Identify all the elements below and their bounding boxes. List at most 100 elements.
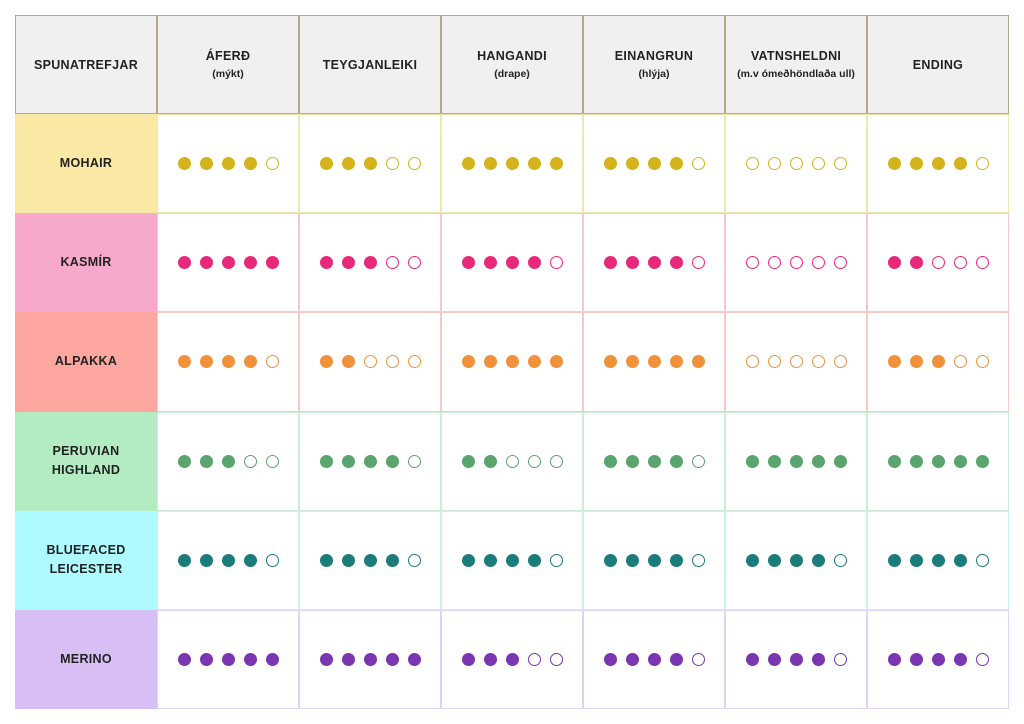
filled-dot-icon — [385, 653, 399, 667]
rating-dots — [745, 653, 847, 667]
filled-dot-icon — [505, 553, 519, 567]
empty-dot-icon — [527, 454, 541, 468]
rating-cell — [441, 610, 583, 710]
filled-dot-icon — [221, 454, 235, 468]
header-col-elasticity: TEYGJANLEIKI — [299, 15, 441, 114]
filled-dot-icon — [669, 553, 683, 567]
empty-dot-icon — [549, 454, 563, 468]
filled-dot-icon — [647, 454, 661, 468]
filled-dot-icon — [243, 157, 257, 171]
rating-dots — [177, 256, 279, 270]
filled-dot-icon — [909, 454, 923, 468]
header-col-durability: ENDING — [867, 15, 1009, 114]
rating-dots — [745, 553, 847, 567]
empty-dot-icon — [767, 355, 781, 369]
filled-dot-icon — [461, 256, 475, 270]
fiber-name: MOHAIR — [59, 156, 113, 171]
fiber-label-cell: PERUVIAN HIGHLAND — [15, 411, 157, 511]
empty-dot-icon — [811, 355, 825, 369]
filled-dot-icon — [341, 355, 355, 369]
filled-dot-icon — [199, 256, 213, 270]
filled-dot-icon — [363, 256, 377, 270]
fiber-comparison-table: SPUNATREFJAR ÁFERÐ (mýkt) TEYGJANLEIKI H… — [15, 15, 1009, 710]
filled-dot-icon — [461, 454, 475, 468]
filled-dot-icon — [789, 553, 803, 567]
filled-dot-icon — [767, 454, 781, 468]
empty-dot-icon — [745, 355, 759, 369]
rating-dots — [745, 256, 847, 270]
rating-cell — [441, 312, 583, 412]
filled-dot-icon — [385, 454, 399, 468]
empty-dot-icon — [789, 256, 803, 270]
empty-dot-icon — [363, 355, 377, 369]
filled-dot-icon — [265, 653, 279, 667]
fiber-label-cell: ALPAKKA — [15, 312, 157, 412]
empty-dot-icon — [691, 256, 705, 270]
filled-dot-icon — [363, 653, 377, 667]
filled-dot-icon — [647, 256, 661, 270]
filled-dot-icon — [221, 653, 235, 667]
empty-dot-icon — [385, 355, 399, 369]
filled-dot-icon — [887, 157, 901, 171]
rating-dots — [461, 157, 563, 171]
filled-dot-icon — [341, 454, 355, 468]
rating-dots — [745, 157, 847, 171]
empty-dot-icon — [833, 553, 847, 567]
header-corner-label: SPUNATREFJAR — [33, 57, 139, 72]
filled-dot-icon — [505, 355, 519, 369]
filled-dot-icon — [909, 355, 923, 369]
filled-dot-icon — [243, 553, 257, 567]
rating-dots — [887, 355, 989, 369]
header-col-sub: (hlýja) — [638, 68, 670, 80]
rating-cell — [157, 411, 299, 511]
empty-dot-icon — [833, 157, 847, 171]
filled-dot-icon — [647, 355, 661, 369]
rating-cell — [299, 213, 441, 313]
header-col-title: ENDING — [912, 57, 964, 72]
rating-cell — [299, 312, 441, 412]
filled-dot-icon — [385, 553, 399, 567]
rating-dots — [603, 653, 705, 667]
filled-dot-icon — [199, 157, 213, 171]
fiber-label-cell: MERINO — [15, 610, 157, 710]
rating-cell — [583, 312, 725, 412]
rating-cell — [725, 114, 867, 214]
fiber-label-cell: BLUEFACED LEICESTER — [15, 510, 157, 610]
filled-dot-icon — [221, 256, 235, 270]
rating-cell — [867, 312, 1009, 412]
rating-dots — [177, 653, 279, 667]
filled-dot-icon — [407, 653, 421, 667]
rating-dots — [319, 553, 421, 567]
filled-dot-icon — [177, 256, 191, 270]
filled-dot-icon — [647, 653, 661, 667]
rating-cell — [725, 213, 867, 313]
filled-dot-icon — [319, 653, 333, 667]
empty-dot-icon — [691, 157, 705, 171]
filled-dot-icon — [931, 653, 945, 667]
rating-cell — [299, 411, 441, 511]
filled-dot-icon — [221, 553, 235, 567]
rating-dots — [745, 454, 847, 468]
filled-dot-icon — [243, 256, 257, 270]
filled-dot-icon — [319, 454, 333, 468]
empty-dot-icon — [789, 355, 803, 369]
rating-dots — [603, 355, 705, 369]
rating-dots — [887, 157, 989, 171]
empty-dot-icon — [549, 256, 563, 270]
header-row: SPUNATREFJAR ÁFERÐ (mýkt) TEYGJANLEIKI H… — [15, 15, 1009, 114]
rating-cell — [725, 610, 867, 710]
empty-dot-icon — [811, 256, 825, 270]
filled-dot-icon — [505, 157, 519, 171]
filled-dot-icon — [833, 454, 847, 468]
filled-dot-icon — [625, 256, 639, 270]
empty-dot-icon — [975, 256, 989, 270]
empty-dot-icon — [767, 256, 781, 270]
fiber-name: PERUVIAN HIGHLAND — [51, 444, 121, 478]
filled-dot-icon — [363, 454, 377, 468]
rating-dots — [461, 553, 563, 567]
empty-dot-icon — [767, 157, 781, 171]
empty-dot-icon — [953, 355, 967, 369]
filled-dot-icon — [483, 553, 497, 567]
rating-dots — [461, 256, 563, 270]
filled-dot-icon — [341, 553, 355, 567]
